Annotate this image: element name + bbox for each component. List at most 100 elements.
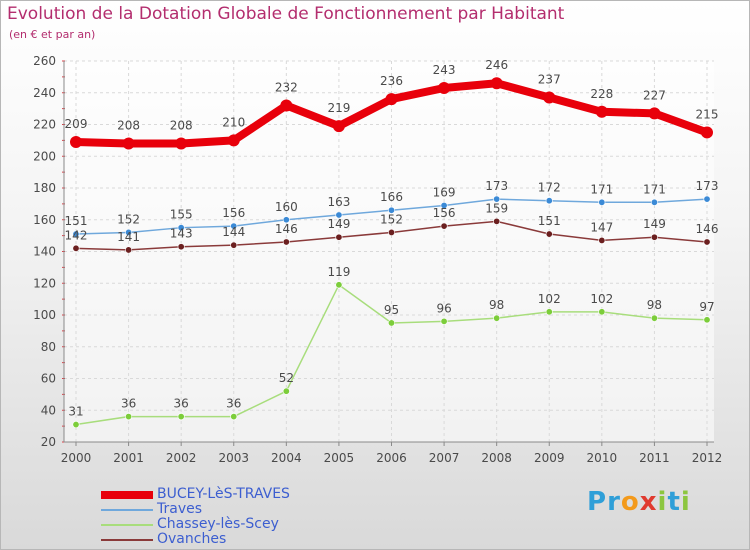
data-label: 171 [590,182,613,196]
x-tick-label: 2002 [166,451,197,465]
data-point [650,198,658,206]
x-tick-label: 2004 [271,451,302,465]
data-point [125,246,133,254]
y-tick-label: 60 [41,372,56,386]
data-point [335,233,343,241]
legend-label-bucey: BUCEY-LèS-TRAVES [157,486,290,502]
logo-text: Proxiti [587,487,691,517]
data-point [72,230,80,238]
data-point [122,137,135,150]
y-tick-label: 20 [41,435,56,449]
data-point [282,216,290,224]
data-label: 96 [436,301,451,315]
data-label: 246 [485,58,508,72]
data-label: 146 [696,222,719,236]
data-point [650,233,658,241]
data-point [543,91,556,104]
data-label: 173 [485,179,508,193]
data-label: 172 [538,181,561,195]
legend-swatch-chassey [101,524,153,526]
data-point [598,236,606,244]
data-label: 98 [489,298,504,312]
data-label: 169 [433,185,456,199]
data-point [440,222,448,230]
data-point [387,319,395,327]
data-point [177,224,185,232]
data-point [230,413,238,421]
data-label: 228 [590,87,613,101]
data-point [493,314,501,322]
data-label: 232 [275,80,298,94]
x-tick-label: 2001 [113,451,144,465]
x-tick-label: 2000 [61,451,92,465]
data-label: 152 [117,212,140,226]
data-label: 36 [174,397,189,411]
data-point [490,77,503,90]
y-tick-label: 120 [33,276,56,290]
data-label: 144 [222,225,245,239]
y-tick-label: 200 [33,149,56,163]
chart-title: Evolution de la Dotation Globale de Fonc… [7,4,565,24]
data-label: 171 [643,182,666,196]
data-label: 219 [327,101,350,115]
data-point [387,206,395,214]
y-tick-label: 240 [33,86,56,100]
data-label: 119 [327,265,350,279]
data-label: 237 [538,73,561,87]
data-label: 208 [117,119,140,133]
data-point [493,195,501,203]
data-label: 147 [590,220,613,234]
data-point [335,281,343,289]
logo-letter: P [587,487,608,517]
data-point [438,81,451,94]
data-label: 160 [275,200,298,214]
y-tick-label: 260 [33,54,56,68]
data-point [70,135,82,148]
y-tick-label: 140 [33,245,56,259]
data-label: 146 [275,222,298,236]
legend-label-chassey: Chassey-lès-Scey [157,516,279,532]
chart-subtitle: (en € et par an) [9,28,96,41]
data-label: 210 [222,115,245,129]
data-label: 155 [170,208,193,222]
data-point [335,211,343,219]
data-point [701,126,713,139]
data-label: 143 [170,227,193,241]
data-point [598,308,606,316]
data-label: 166 [380,190,403,204]
data-label: 98 [647,298,662,312]
data-label: 227 [643,88,666,102]
data-label: 215 [696,107,719,121]
data-label: 152 [380,212,403,226]
data-label: 151 [65,214,88,228]
data-label: 173 [696,179,719,193]
x-tick-label: 2011 [639,451,670,465]
x-tick-label: 2009 [534,451,565,465]
data-point [595,105,608,118]
data-point [177,413,185,421]
legend-swatch-traves [101,509,153,511]
data-label: 102 [590,292,613,306]
data-point [648,107,661,120]
data-label: 156 [433,206,456,220]
data-point [125,228,133,236]
data-label: 31 [68,405,83,419]
data-point [385,93,398,106]
x-tick-label: 2003 [218,451,249,465]
data-point [282,238,290,246]
data-point [703,316,711,324]
data-label: 163 [327,195,350,209]
data-point [230,241,238,249]
data-point [72,421,80,429]
legend-swatch-bucey [101,491,153,499]
data-point [227,134,240,147]
logo-letter: i [657,487,668,517]
y-tick-label: 160 [33,213,56,227]
data-point [332,120,345,133]
data-point [177,243,185,251]
data-point [125,413,133,421]
data-label: 236 [380,74,403,88]
proxiti-logo: Proxiti [587,487,691,517]
data-label: 209 [65,117,88,131]
